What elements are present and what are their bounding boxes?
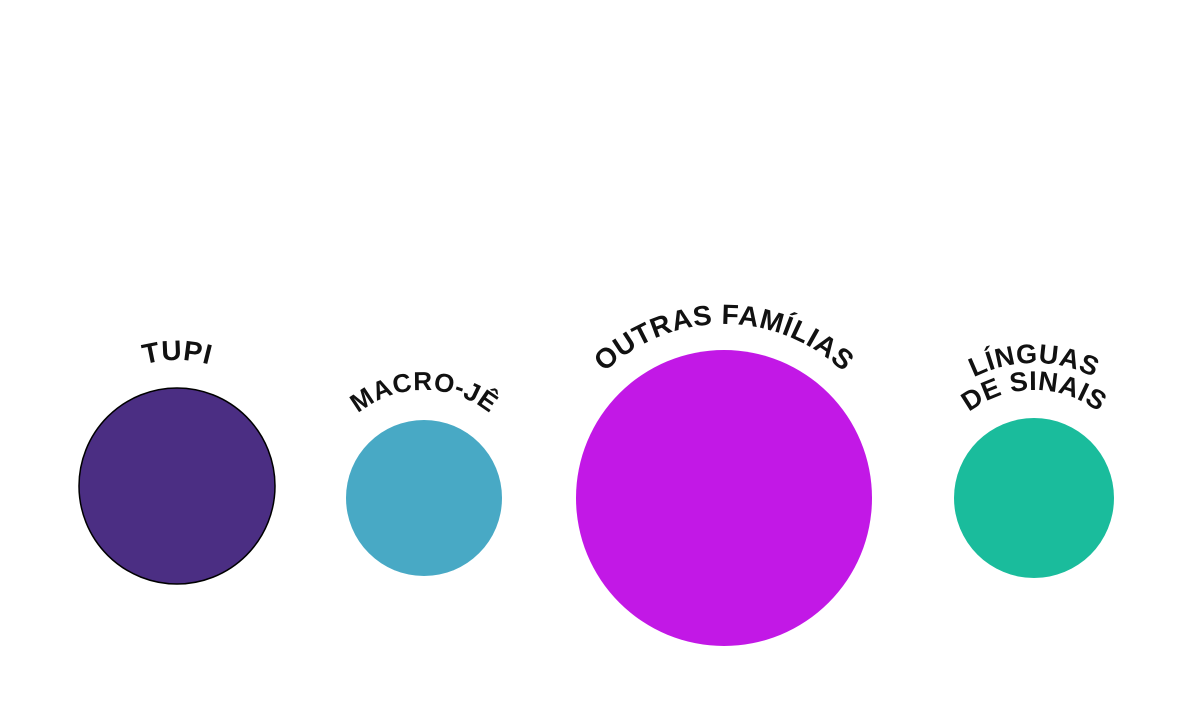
bubble-label-tupi: TUPI [139, 335, 215, 371]
bubble-chart: TUPIMACRO-JÊOUTRAS FAMÍLIASLÍNGUASDE SIN… [0, 0, 1201, 726]
bubble-tupi [79, 388, 275, 584]
bubble-outras-familias [576, 350, 872, 646]
bubble-label-macro-je: MACRO-JÊ [345, 366, 504, 418]
bubble-chart-svg: TUPIMACRO-JÊOUTRAS FAMÍLIASLÍNGUASDE SIN… [0, 0, 1201, 726]
bubble-linguas-de-sinais [954, 418, 1114, 578]
bubble-macro-je [346, 420, 502, 576]
